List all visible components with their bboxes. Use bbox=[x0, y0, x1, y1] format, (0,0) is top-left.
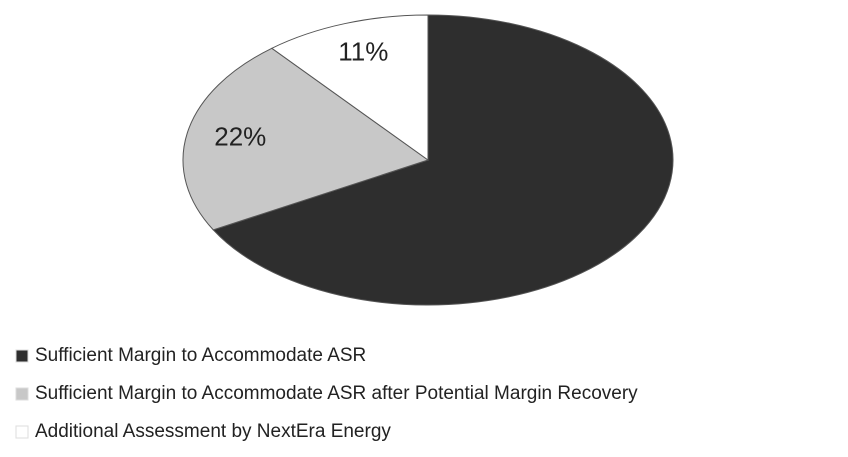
pie-slice bbox=[270, 14, 429, 161]
slice-label: 22% bbox=[214, 122, 266, 152]
legend-label: Sufficient Margin to Accommodate ASR bbox=[35, 345, 366, 366]
legend-swatch bbox=[15, 387, 29, 401]
legend-label: Additional Assessment by NextEra Energy bbox=[35, 421, 391, 442]
slice-label: 11% bbox=[338, 36, 388, 66]
legend-label: Sufficient Margin to Accommodate ASR aft… bbox=[35, 383, 638, 404]
legend-swatch bbox=[15, 349, 29, 363]
legend-swatch bbox=[15, 425, 29, 439]
pie-slice bbox=[212, 14, 674, 306]
pie-slice bbox=[182, 47, 430, 231]
